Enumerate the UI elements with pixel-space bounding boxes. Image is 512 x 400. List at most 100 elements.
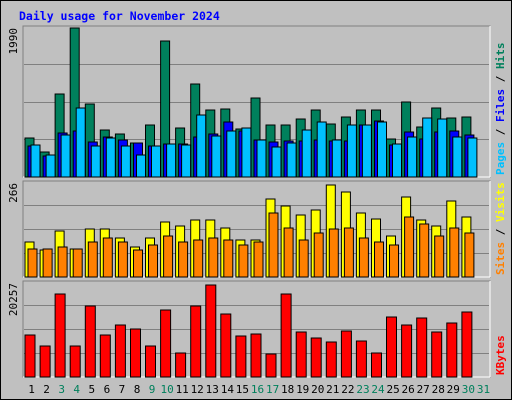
bar-sites-21 — [328, 228, 339, 278]
legend-entry: Files — [494, 89, 507, 122]
bar-kbytes-4 — [69, 345, 81, 378]
bar-pages-22 — [346, 124, 357, 178]
x-tick-label-31: 31 — [477, 383, 490, 396]
bar-sites-1 — [27, 248, 38, 278]
bar-kbytes-9 — [145, 345, 156, 378]
bar-pages-25 — [392, 143, 402, 178]
x-tick-label-5: 5 — [88, 383, 95, 396]
x-tick-label-8: 8 — [134, 383, 141, 396]
bar-sites-14 — [223, 239, 234, 278]
bar-pages-17 — [271, 146, 282, 178]
bar-kbytes-6 — [99, 334, 111, 378]
bar-kbytes-10 — [160, 309, 172, 378]
bar-sites-8 — [133, 249, 143, 278]
legend-entry: KBytes — [494, 335, 507, 375]
x-tick-label-18: 18 — [281, 383, 294, 396]
bar-kbytes-28 — [431, 331, 443, 378]
bar-kbytes-23 — [355, 340, 367, 378]
x-tick-label-1: 1 — [28, 383, 35, 396]
bar-pages-10 — [166, 143, 177, 178]
bar-sites-18 — [283, 227, 294, 278]
y-max-label: 20257 — [7, 283, 20, 316]
bar-kbytes-22 — [340, 330, 352, 378]
panel-kbytes: 20257 KBytes — [7, 280, 507, 378]
x-tick-label-26: 26 — [401, 383, 414, 396]
bar-pages-20 — [316, 121, 327, 178]
x-tick-label-13: 13 — [206, 383, 219, 396]
bar-sites-30 — [464, 232, 475, 278]
x-tick-label-12: 12 — [191, 383, 204, 396]
bar-pages-7 — [120, 145, 131, 178]
x-tick-label-30: 30 — [462, 383, 475, 396]
legend-entry: Sites — [494, 242, 507, 275]
bar-pages-2 — [45, 154, 56, 178]
x-tick-label-17: 17 — [266, 383, 279, 396]
bar-kbytes-11 — [175, 352, 187, 378]
x-tick-label-20: 20 — [311, 383, 324, 396]
bar-kbytes-5 — [84, 305, 96, 378]
legend-entry: Hits — [494, 43, 507, 70]
bar-pages-18 — [286, 142, 297, 178]
bar-pages-23 — [361, 124, 372, 178]
bar-kbytes-8 — [130, 328, 141, 378]
bar-kbytes-17 — [265, 353, 277, 378]
bar-kbytes-1 — [24, 334, 36, 378]
bar-pages-19 — [301, 129, 312, 178]
bar-kbytes-21 — [325, 341, 337, 378]
x-tick-label-25: 25 — [386, 383, 399, 396]
bar-sites-22 — [343, 227, 354, 278]
bar-kbytes-27 — [416, 317, 428, 378]
x-tick-label-21: 21 — [326, 383, 339, 396]
bar-sites-23 — [358, 237, 369, 278]
bar-sites-4 — [72, 248, 83, 278]
x-tick-label-23: 23 — [356, 383, 369, 396]
bar-sites-7 — [117, 241, 128, 278]
bar-sites-20 — [313, 232, 324, 278]
legend-entry: / — [494, 69, 507, 89]
bar-pages-26 — [407, 136, 418, 178]
bar-kbytes-18 — [280, 293, 292, 378]
bar-sites-13 — [208, 237, 219, 278]
chart-title: Daily usage for November 2024 — [19, 9, 220, 23]
x-tick-label-9: 9 — [149, 383, 156, 396]
bar-sites-19 — [298, 239, 309, 278]
bar-pages-9 — [151, 145, 161, 178]
bar-sites-16 — [253, 241, 264, 278]
legend-entry: / — [494, 122, 507, 142]
chart-panels: 1990 Pages / Files / Hits 266 Sites / Visit… — [7, 25, 507, 378]
legend-entry: Pages — [494, 142, 507, 175]
legend-entry: / — [494, 222, 507, 242]
bar-pages-4 — [75, 107, 86, 178]
x-tick-label-2: 2 — [43, 383, 50, 396]
bar-pages-13 — [211, 135, 222, 178]
bar-kbytes-30 — [461, 311, 473, 378]
bar-kbytes-16 — [250, 333, 262, 378]
bar-kbytes-3 — [54, 293, 66, 378]
x-tick-label-4: 4 — [73, 383, 80, 396]
bar-sites-6 — [102, 237, 113, 278]
bar-sites-27 — [419, 223, 430, 278]
bar-kbytes-2 — [39, 345, 51, 378]
bar-pages-29 — [452, 136, 463, 178]
bar-sites-25 — [389, 244, 399, 278]
bar-kbytes-26 — [401, 324, 413, 378]
bar-sites-3 — [57, 246, 68, 278]
bar-pages-24 — [377, 121, 387, 178]
bar-kbytes-12 — [190, 305, 202, 378]
x-tick-label-24: 24 — [371, 383, 385, 396]
bar-sites-11 — [178, 241, 189, 278]
side-legend: KBytes — [494, 335, 507, 375]
bar-kbytes-15 — [235, 335, 247, 378]
bar-pages-11 — [181, 144, 192, 178]
x-axis-labels: 1 2 3 4 5 6 7 8 9 10 11 12 13 14 15 16 17 18 19 20 21 22 23 24 2… — [28, 383, 490, 396]
bar-kbytes-13 — [205, 284, 217, 378]
x-tick-label-15: 15 — [236, 383, 249, 396]
bar-sites-26 — [404, 216, 415, 278]
bar-kbytes-20 — [310, 337, 322, 378]
side-legend: Sites / Visits — [494, 182, 507, 275]
bar-pages-6 — [105, 137, 116, 178]
bar-pages-16 — [256, 139, 267, 178]
bar-sites-5 — [87, 241, 98, 278]
bar-pages-21 — [331, 139, 342, 178]
